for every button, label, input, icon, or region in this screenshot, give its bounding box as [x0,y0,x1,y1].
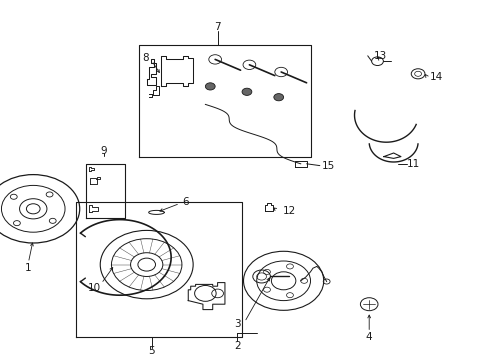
Text: 1: 1 [25,263,32,273]
Text: 14: 14 [428,72,442,82]
Text: 5: 5 [148,346,155,356]
Text: 10: 10 [87,283,100,293]
Text: 9: 9 [101,146,107,156]
Text: 11: 11 [406,159,419,169]
Text: 15: 15 [321,161,335,171]
Text: 4: 4 [365,332,372,342]
Text: 8: 8 [142,53,149,63]
Circle shape [205,83,215,90]
Text: 13: 13 [373,51,386,61]
Text: 12: 12 [282,206,296,216]
Text: 7: 7 [214,22,221,32]
Text: 2: 2 [233,341,240,351]
Polygon shape [89,167,94,171]
Text: 3: 3 [233,319,240,329]
Text: 6: 6 [182,197,189,207]
Circle shape [242,88,251,95]
Circle shape [273,94,283,101]
